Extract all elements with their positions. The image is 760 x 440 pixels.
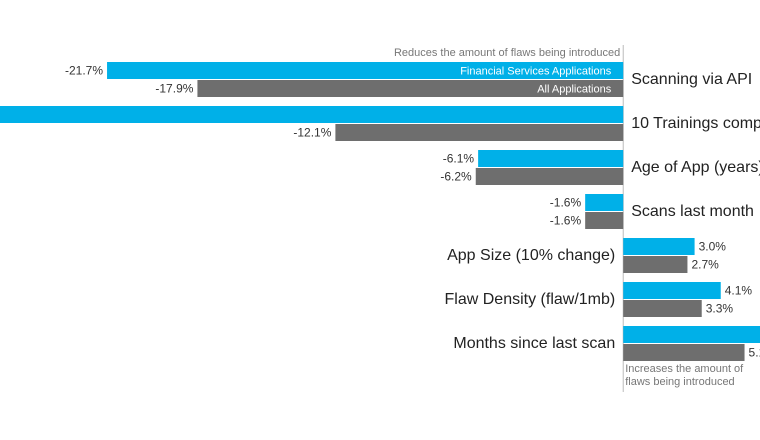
- annotation: flaws being introduced: [625, 376, 734, 388]
- bar: [623, 256, 688, 273]
- category-label: App Size (10% change): [447, 247, 615, 264]
- value-label: -6.1%: [443, 152, 475, 166]
- bar: [335, 124, 624, 141]
- bar: [197, 80, 624, 97]
- value-label: 4.1%: [725, 284, 753, 298]
- annotation: Reduces the amount of flaws being introd…: [394, 47, 620, 59]
- annotation: Increases the amount of: [625, 363, 744, 375]
- bar: [107, 62, 624, 79]
- bar: [478, 150, 624, 167]
- bar: [623, 300, 702, 317]
- value-label: -1.6%: [550, 214, 582, 228]
- value-label: -1.6%: [550, 196, 582, 210]
- category-label: Scanning via API: [631, 71, 752, 88]
- value-label: 3.3%: [706, 302, 734, 316]
- category-label: Scans last month: [631, 203, 754, 220]
- bar: [475, 168, 624, 185]
- bar: [585, 194, 624, 211]
- legend-label: All Applications: [537, 83, 611, 95]
- value-label: 2.7%: [691, 258, 719, 272]
- category-label: 10 Trainings completed: [631, 115, 760, 132]
- bar: [585, 212, 624, 229]
- value-label: -6.2%: [440, 170, 472, 184]
- category-label: Flaw Density (flaw/1mb): [445, 291, 616, 308]
- value-label: -21.7%: [65, 64, 103, 78]
- bar: [623, 282, 721, 299]
- value-label: -17.9%: [155, 82, 193, 96]
- bar: [623, 326, 760, 343]
- bar: [623, 344, 745, 361]
- category-label: Age of App (years): [631, 159, 760, 176]
- value-label: 3.0%: [699, 240, 727, 254]
- value-label: -12.1%: [293, 126, 331, 140]
- bar: [0, 106, 624, 123]
- legend-label: Financial Services Applications: [460, 65, 612, 77]
- value-label: 5.1%: [749, 346, 760, 360]
- category-label: Months since last scan: [453, 335, 615, 352]
- bar: [623, 238, 695, 255]
